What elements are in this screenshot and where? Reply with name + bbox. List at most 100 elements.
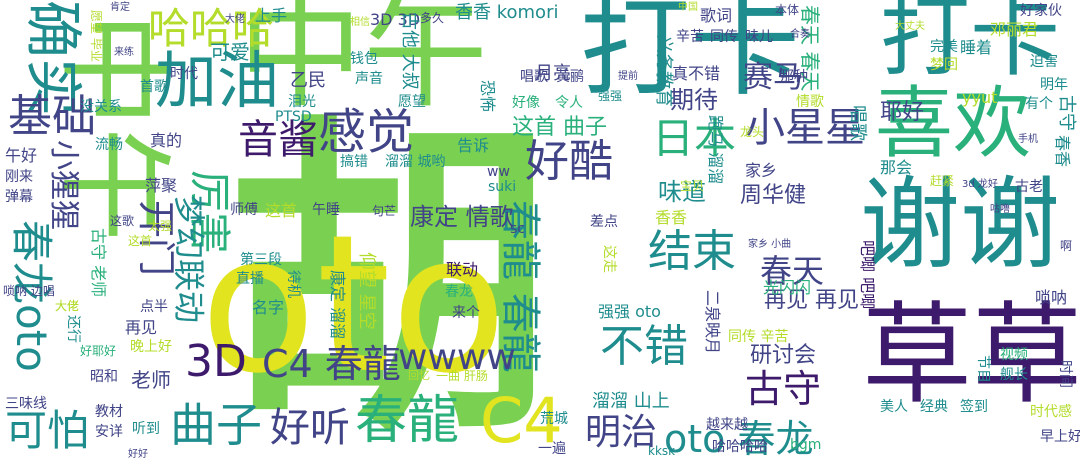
word-daka-small: 打卡 (880, 0, 1060, 89)
word-zhongguo: 中国 (678, 2, 698, 13)
word-qiandao: 签到 (960, 399, 988, 415)
word-3d: 3D (185, 336, 247, 387)
word-ganjin: 赶紧 (930, 174, 955, 188)
word-ganjue: 感觉 (318, 104, 415, 160)
word-wanshanghao: 晚上好 (130, 339, 172, 355)
word-laoshi: 老师 (131, 368, 171, 392)
word-oto: oto (200, 194, 507, 415)
word-duojiu: 多久 (420, 11, 445, 25)
word-jiaxiang-xiaoqu: 家乡 小曲 (748, 239, 792, 250)
word-a: 啊 (1060, 239, 1073, 253)
word-zheshou-2: 这首 (128, 234, 153, 248)
word-shifu: 师傅 (230, 202, 258, 218)
word-shidaigan: 时代感 (1030, 404, 1072, 420)
word-benti: 本体 (775, 3, 800, 17)
word-zhongwu: 中午 (238, 0, 488, 125)
word-3d-longhao: 3d 龙好 (962, 179, 998, 190)
word-yyut: yyut (962, 88, 998, 107)
word-gaocuo: 搞错 (340, 154, 368, 170)
word-haohao: 好好 (128, 449, 148, 460)
word-zhibo: 直播 (236, 271, 264, 287)
word-youge: 有个 (1025, 96, 1053, 112)
word-suona: 唢呐 (1035, 288, 1068, 307)
word-sanweixian: 三味线 (5, 396, 47, 412)
word-shengyin: 声音 (355, 71, 383, 87)
word-oto-chunlong: oto 春龙 (664, 417, 814, 461)
word-zhege: 这歌 (110, 214, 135, 228)
word-wwww: wwww (398, 337, 516, 378)
word-yiwujiaoyu: 义务教育 (653, 35, 674, 107)
word-chunlong-bottom: 春龍 (355, 391, 460, 451)
word-haoxiang: 好像 (512, 95, 540, 111)
word-weier: 味儿 (745, 29, 773, 45)
word-liuliu-chengyo: 溜溜 城哟 (385, 154, 446, 170)
word-jieshu: 结束 (648, 226, 736, 277)
word-c4-bottom: C4 (480, 384, 563, 457)
word-ptsd: PTSD (275, 109, 312, 125)
word-kongbu: 恐怖 (478, 80, 497, 113)
word-weidao: 味道 (658, 178, 706, 206)
word-guangshanshan: 光闪闪 (763, 278, 812, 297)
word-yehao: 耶好 (880, 100, 925, 125)
word-sc: sc (510, 221, 525, 237)
word-zheshou: 这首 (265, 201, 298, 220)
word-qiangqiang-oto: 强强 oto (598, 302, 661, 321)
word-anxiang: 安详 (95, 424, 123, 440)
word-zhende: 真的 (150, 131, 183, 150)
word-haoku: 好酷 (525, 136, 613, 187)
word-zhenbucuo: 真不错 (672, 64, 721, 83)
word-bucuo: 不错 (600, 321, 688, 372)
word-huiyi: 回忆 (408, 369, 430, 382)
word-yimin: 乙民 (290, 70, 326, 91)
word-xiangxiang: 香香 (655, 208, 688, 227)
word-yiqu-ganchang: 一曲 肝肠 (436, 369, 488, 383)
word-kepa: 可怕 (5, 406, 90, 455)
word-meiguanxi: 没关系 (80, 99, 122, 115)
word-xiaoxingxing-vertical: 小猩猩 (46, 140, 81, 230)
word-menghuan-liandong: 梦幻联动 (170, 195, 208, 324)
word-zheshou-quzi: 这首 曲子 (512, 115, 607, 140)
word-xihuan: 喜欢 (875, 79, 1032, 169)
word-zhouhuajian: 周华健 (740, 183, 807, 208)
word-chunlong-small: 春龙 (445, 284, 473, 300)
word-baobei: 宝贝 (680, 179, 705, 193)
word-liuchang: 流畅 (95, 137, 123, 153)
word-qidai: 期待 (670, 86, 718, 114)
word-lailian: 来练 (114, 47, 134, 58)
word-jianzhang: 舰长 (1000, 367, 1028, 383)
word-haixing: 还行 (65, 315, 81, 343)
word-kending: 肯定 (110, 2, 130, 13)
word-lingren: 令人 (555, 95, 583, 111)
word-yuanwang: 愿望 (398, 94, 426, 110)
word-paoma-liuliu: 跑马 溜溜 (706, 115, 725, 185)
word-zaijian: 再见 (125, 318, 158, 337)
word-daka: 打卡 (580, 0, 800, 111)
word-shangshou: 上手 (255, 6, 288, 25)
word-gaosu: 告诉 (457, 136, 490, 155)
word-nazhong: 那种 (780, 69, 808, 85)
word-danmu: 弹幕 (5, 189, 33, 205)
word-juemang: 句芒 (372, 204, 397, 218)
word-tiqian: 提前 (618, 71, 638, 82)
word-liuliu-shanshang: 溜溜 山上 (592, 391, 670, 412)
word-chadian: 差点 (590, 214, 618, 230)
word-disanduan: 第三段 (240, 252, 282, 268)
word-shidai: 时代 (170, 66, 198, 82)
word-yuanwang-biye: 愿望 毕业 (89, 10, 103, 62)
word-shijian: 时间 (1057, 360, 1073, 388)
word-guta-dashu: 古他 大叔 (399, 12, 420, 90)
word-ww: ww (487, 164, 510, 180)
word-shouji: 手机 (1018, 134, 1038, 145)
word-ganglai: 刚来 (5, 169, 33, 185)
word-erquan-yingyue: 二泉映月 (703, 290, 722, 355)
word-hahahaha: 哈哈哈哈 (712, 439, 768, 455)
word-qianbao: 钱包 (350, 51, 378, 67)
word-zaoshanghao: 早上好 (1040, 429, 1080, 445)
word-xiaoxingxing: 小星星 (745, 105, 865, 151)
word-dalao-2: 大佬 (225, 14, 245, 25)
word-quzi: 曲子 (170, 398, 262, 452)
word-jiaxiang: 家乡 (745, 161, 778, 180)
word-shipin: 视频 (1000, 347, 1028, 363)
word-tongchuan: 同传 (710, 29, 738, 45)
word-zhaohe: 昭和 (90, 369, 118, 385)
